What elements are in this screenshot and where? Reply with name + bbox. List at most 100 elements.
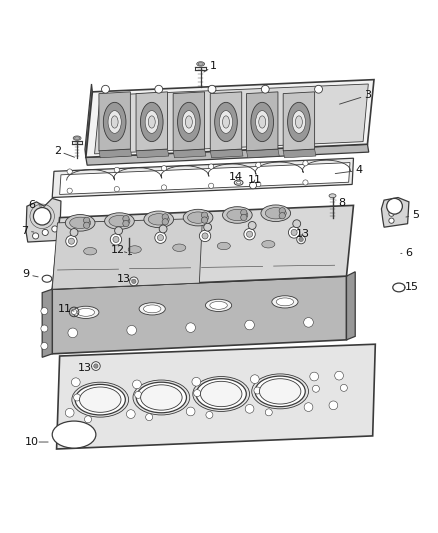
Circle shape [33, 207, 51, 225]
Text: 13: 13 [296, 229, 310, 239]
Text: 14: 14 [229, 172, 243, 182]
Ellipse shape [259, 116, 266, 128]
Circle shape [68, 328, 78, 338]
Circle shape [85, 416, 92, 423]
Ellipse shape [329, 194, 336, 198]
Ellipse shape [141, 102, 163, 142]
Ellipse shape [265, 207, 286, 219]
Circle shape [194, 390, 201, 397]
Ellipse shape [261, 205, 290, 222]
Circle shape [71, 378, 80, 386]
Circle shape [74, 394, 81, 401]
Circle shape [244, 229, 255, 240]
Circle shape [113, 236, 119, 243]
Text: 15: 15 [405, 282, 419, 293]
Circle shape [127, 410, 135, 418]
Circle shape [127, 326, 137, 335]
Circle shape [123, 215, 129, 222]
Circle shape [202, 233, 208, 239]
Ellipse shape [223, 116, 230, 128]
Polygon shape [247, 92, 278, 151]
Ellipse shape [144, 305, 161, 313]
Circle shape [304, 318, 313, 327]
Ellipse shape [217, 243, 230, 249]
Circle shape [240, 214, 247, 221]
Circle shape [135, 391, 142, 398]
Circle shape [312, 385, 319, 392]
Circle shape [71, 309, 77, 314]
Circle shape [304, 403, 313, 411]
Ellipse shape [148, 214, 169, 225]
Circle shape [159, 225, 167, 233]
Circle shape [387, 198, 403, 214]
Circle shape [256, 163, 261, 167]
Text: 7: 7 [21, 225, 28, 236]
Circle shape [291, 229, 297, 236]
Text: 5: 5 [412, 210, 419, 220]
Polygon shape [85, 84, 92, 157]
Polygon shape [173, 92, 205, 151]
Ellipse shape [185, 116, 192, 128]
Circle shape [162, 219, 168, 225]
Ellipse shape [73, 306, 99, 318]
Ellipse shape [262, 240, 275, 248]
Ellipse shape [144, 211, 173, 228]
Circle shape [299, 237, 303, 241]
Polygon shape [346, 272, 355, 340]
Circle shape [66, 236, 77, 247]
Text: 6: 6 [406, 248, 413, 259]
Ellipse shape [234, 180, 243, 185]
Circle shape [114, 167, 120, 173]
Polygon shape [52, 158, 353, 198]
Circle shape [68, 238, 74, 244]
Ellipse shape [198, 62, 203, 65]
Ellipse shape [259, 379, 301, 404]
Circle shape [310, 372, 318, 381]
Polygon shape [99, 92, 131, 151]
Ellipse shape [74, 137, 80, 140]
Ellipse shape [111, 116, 118, 128]
Ellipse shape [108, 111, 121, 133]
Circle shape [157, 235, 163, 241]
Ellipse shape [145, 111, 159, 133]
Ellipse shape [219, 111, 233, 133]
Circle shape [92, 362, 100, 370]
Circle shape [162, 214, 168, 220]
Polygon shape [99, 149, 132, 158]
Circle shape [245, 405, 254, 413]
Circle shape [161, 166, 166, 171]
Ellipse shape [183, 209, 213, 226]
Ellipse shape [201, 381, 242, 407]
Ellipse shape [75, 384, 125, 415]
Circle shape [199, 230, 211, 241]
Circle shape [314, 85, 322, 93]
Ellipse shape [272, 296, 298, 308]
Circle shape [256, 182, 261, 187]
Circle shape [389, 211, 394, 216]
Circle shape [32, 233, 39, 239]
Circle shape [94, 364, 98, 368]
Circle shape [133, 380, 141, 389]
Ellipse shape [196, 379, 246, 409]
Circle shape [42, 229, 48, 236]
Ellipse shape [65, 215, 95, 231]
Polygon shape [210, 149, 243, 158]
Ellipse shape [136, 382, 187, 413]
Ellipse shape [148, 116, 155, 128]
Ellipse shape [210, 302, 227, 309]
Circle shape [84, 222, 90, 229]
Circle shape [265, 409, 272, 416]
Polygon shape [136, 149, 169, 158]
Circle shape [297, 235, 305, 244]
Circle shape [208, 183, 214, 188]
Circle shape [293, 220, 300, 228]
Polygon shape [283, 149, 316, 158]
Circle shape [102, 85, 110, 93]
Circle shape [389, 218, 394, 223]
Ellipse shape [182, 111, 195, 133]
Circle shape [41, 325, 48, 332]
Circle shape [335, 372, 343, 380]
Circle shape [41, 308, 48, 314]
Ellipse shape [288, 102, 310, 142]
Polygon shape [52, 205, 353, 289]
